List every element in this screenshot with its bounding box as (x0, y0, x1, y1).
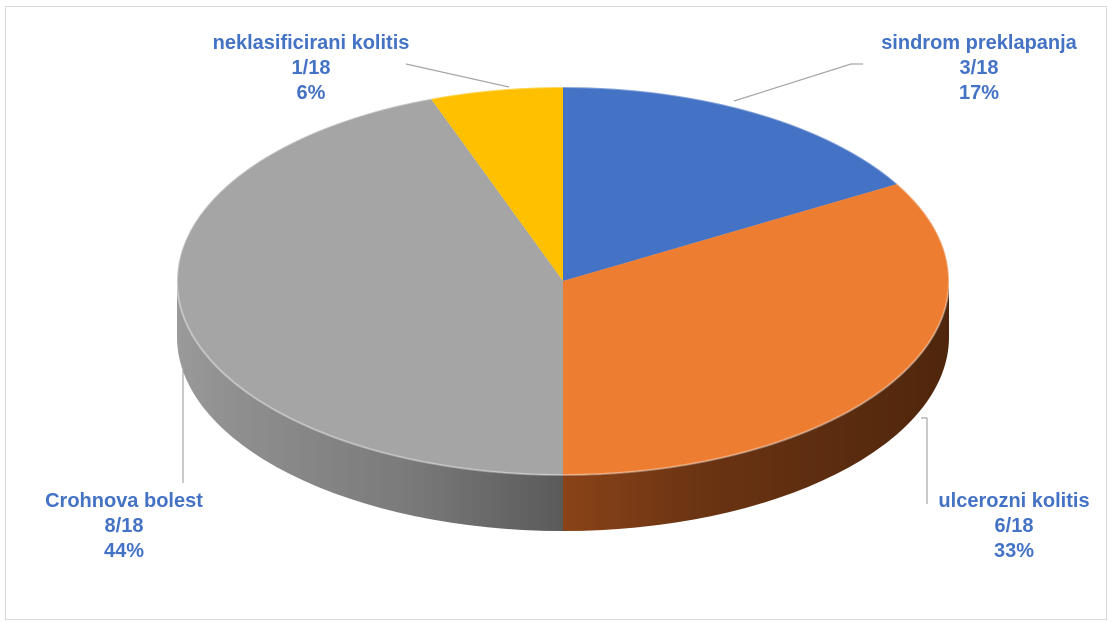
slice-fraction: 1/18 (291, 57, 331, 79)
chart-area: sindrom preklapanja 3/18 17% ulcerozni k… (5, 6, 1107, 620)
slice-percent: 33% (993, 540, 1035, 562)
leader-line-sindrom-preklapanja (733, 63, 863, 102)
slice-name: sindrom preklapanja (881, 32, 1077, 54)
pie-chart (176, 63, 950, 531)
slice-fraction: 6/18 (994, 515, 1034, 537)
slice-label-crohnova-bolest: Crohnova bolest 8/18 44% (24, 489, 224, 564)
pie-side-walls (177, 281, 949, 531)
leader-line-neklasificirani-kolitis (405, 63, 510, 88)
slice-sindrom-preklapanja[interactable] (563, 87, 898, 281)
slice-percent: 17% (958, 82, 1000, 104)
slice-fraction: 3/18 (959, 57, 999, 79)
slice-name: Crohnova bolest (45, 490, 203, 512)
slice-label-neklasificirani-kolitis: neklasificirani kolitis 1/18 6% (186, 31, 436, 106)
slice-name: neklasificirani kolitis (212, 32, 410, 54)
slice-label-ulcerozni-kolitis: ulcerozni kolitis 6/18 33% (924, 489, 1104, 564)
side-wall-ulcerozni-kolitis (563, 281, 949, 531)
pie-rim-highlight (176, 86, 950, 476)
slice-label-sindrom-preklapanja: sindrom preklapanja 3/18 17% (854, 31, 1104, 106)
slice-fraction: 8/18 (104, 515, 144, 537)
slice-percent: 44% (103, 540, 145, 562)
leader-lines (182, 63, 928, 504)
slice-percent: 6% (296, 82, 326, 104)
slice-name: ulcerozni kolitis (938, 490, 1090, 512)
leader-line-ulcerozni-kolitis (921, 417, 928, 504)
slice-crohnova-bolest[interactable] (176, 98, 563, 475)
side-wall-crohnova-bolest (177, 281, 563, 531)
slice-neklasificirani-kolitis[interactable] (430, 87, 563, 281)
slice-ulcerozni-kolitis[interactable] (563, 184, 949, 475)
pie-top-faces (176, 86, 950, 476)
